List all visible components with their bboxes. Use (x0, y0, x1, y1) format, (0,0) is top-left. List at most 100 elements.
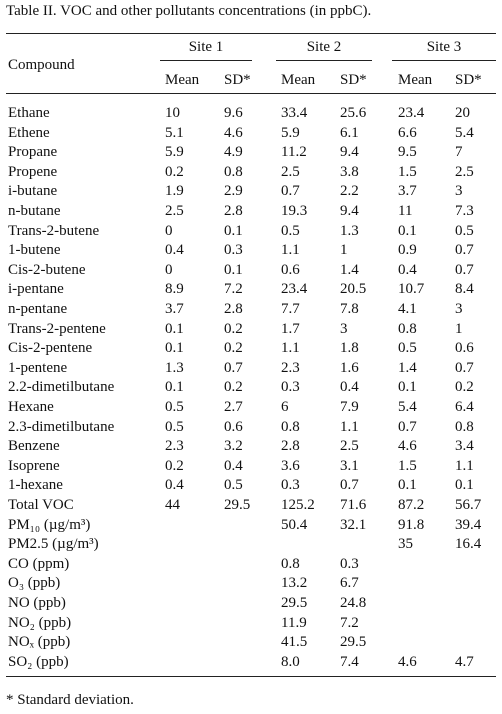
bottom-rule (6, 676, 496, 677)
cell-value: 3.8 (340, 163, 359, 180)
cell-value: 0.1 (165, 379, 184, 396)
cell-value: 3.7 (398, 183, 417, 200)
row-label: Total VOC (8, 497, 74, 513)
cell-value: 2.5 (455, 163, 474, 180)
cell-value: 3 (455, 301, 463, 317)
cell-value: 11.9 (281, 614, 307, 631)
row-label: Propane (8, 144, 58, 161)
table-title: Table II. VOC and other pollutants conce… (6, 3, 372, 19)
column-header: Mean (398, 72, 433, 88)
cell-value: 0.6 (455, 340, 474, 357)
cell-value: 50.4 (281, 516, 308, 533)
cell-value: 0.7 (281, 183, 300, 200)
cell-value: 1.6 (340, 359, 359, 376)
site-header: Site 3 (426, 39, 462, 55)
column-header: Mean (165, 72, 200, 88)
cell-value: 7 (455, 144, 463, 161)
cell-value: 3.2 (224, 438, 243, 455)
cell-value: 1.5 (398, 163, 417, 180)
cell-value: 44 (165, 497, 180, 513)
cell-value: 0 (165, 222, 173, 239)
cell-value: 1 (340, 242, 348, 259)
cell-value: 4.6 (398, 653, 417, 670)
cell-value: 0.5 (165, 418, 184, 435)
cell-value: 5.4 (455, 124, 474, 141)
cell-value: 0.1 (224, 222, 243, 239)
cell-value: 0.7 (340, 477, 359, 494)
cell-value: 0.3 (224, 242, 243, 259)
cell-value: 7.8 (340, 301, 359, 317)
cell-value: 2.9 (224, 183, 243, 200)
site-header: Site 1 (188, 39, 224, 55)
row-label: n-pentane (8, 301, 68, 317)
row-label: 2.3-dimetilbutane (8, 418, 115, 435)
cell-value: 5.1 (165, 124, 184, 141)
header-rule (6, 93, 496, 94)
row-label: 1-pentene (8, 359, 68, 376)
cell-value: 0.2 (224, 379, 243, 396)
cell-value: 8.9 (165, 281, 184, 298)
cell-value: 7.7 (281, 301, 300, 317)
cell-value: 41.5 (281, 634, 308, 651)
cell-value: 9.4 (340, 203, 359, 219)
cell-value: 1.9 (165, 183, 184, 200)
cell-value: 1.4 (398, 359, 417, 376)
row-label: i-pentane (8, 281, 64, 298)
cell-value: 0.2 (165, 457, 184, 474)
cell-value: 1.5 (398, 457, 417, 474)
cell-value: 0.4 (340, 379, 359, 396)
cell-value: 7.9 (340, 399, 359, 415)
cell-value: 9.4 (340, 144, 359, 161)
cell-value: 2.8 (224, 301, 243, 317)
cell-value: 13.2 (281, 575, 308, 592)
row-label: n-butane (8, 203, 61, 219)
cell-value: 2.5 (165, 203, 184, 219)
cell-value: 1.1 (281, 340, 300, 357)
row-label: Trans-2-butene (8, 222, 100, 239)
row-label: Trans-2-pentene (8, 320, 106, 337)
cell-value: 1 (455, 320, 463, 337)
cell-value: 0.1 (398, 222, 417, 239)
cell-value: 39.4 (455, 516, 482, 533)
cell-value: 2.8 (224, 203, 243, 219)
cell-value: 32.1 (340, 516, 367, 533)
cell-value: 0.7 (455, 359, 474, 376)
row-label: Ethane (8, 105, 50, 121)
cell-value: 6.1 (340, 124, 359, 141)
cell-value: 0.2 (224, 320, 243, 337)
cell-value: 0.8 (455, 418, 474, 435)
row-label: CO (ppm) (8, 555, 70, 572)
row-label: NO (ppb) (8, 595, 66, 611)
cell-value: 0.5 (165, 399, 184, 415)
cell-value: 0.5 (398, 340, 417, 357)
cell-value: 5.9 (165, 144, 184, 161)
site-header: Site 2 (306, 39, 342, 55)
cell-value: 7.2 (340, 614, 359, 631)
cell-value: 0.8 (398, 320, 417, 337)
cell-value: 3 (340, 320, 348, 337)
cell-value: 0.2 (165, 163, 184, 180)
cell-value: 8.4 (455, 281, 474, 298)
cell-value: 29.5 (281, 595, 308, 611)
cell-value: 4.6 (224, 124, 243, 141)
cell-value: 0.8 (281, 418, 300, 435)
row-label: Isoprene (8, 457, 60, 474)
cell-value: 0.9 (398, 242, 417, 259)
cell-value: 10 (165, 105, 180, 121)
cell-value: 4.1 (398, 301, 417, 317)
cell-value: 0.5 (455, 222, 474, 239)
row-label: Ethene (8, 124, 50, 141)
cell-value: 2.5 (281, 163, 300, 180)
site-rule (392, 60, 496, 61)
column-header: Mean (281, 72, 316, 88)
row-label: PM₁₀ (µg/m³) (8, 516, 91, 533)
cell-value: 5.4 (398, 399, 417, 415)
cell-value: 0.4 (165, 477, 184, 494)
site-rule (160, 60, 252, 61)
cell-value: 87.2 (398, 497, 425, 513)
cell-value: 11 (398, 203, 413, 219)
cell-value: 1.1 (455, 457, 474, 474)
row-label: SO₂ (ppb) (8, 653, 69, 670)
cell-value: 0.4 (398, 261, 417, 278)
cell-value: 1.3 (165, 359, 184, 376)
